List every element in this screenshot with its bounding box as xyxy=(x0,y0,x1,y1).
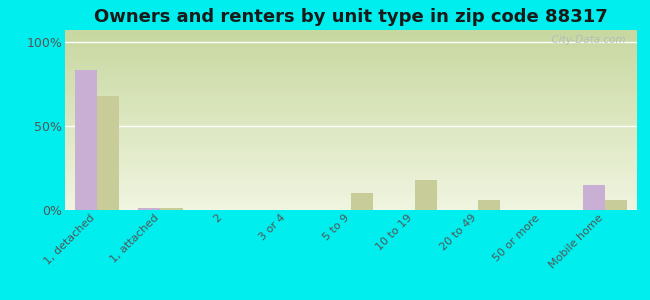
Bar xyxy=(351,193,373,210)
Bar xyxy=(75,70,97,210)
Bar xyxy=(161,208,183,210)
Bar xyxy=(605,200,627,210)
Text: City-Data.com: City-Data.com xyxy=(545,35,625,45)
Bar xyxy=(138,208,161,210)
Bar xyxy=(583,185,605,210)
Bar xyxy=(97,96,119,210)
Bar xyxy=(415,180,437,210)
Title: Owners and renters by unit type in zip code 88317: Owners and renters by unit type in zip c… xyxy=(94,8,608,26)
Bar xyxy=(478,200,500,210)
